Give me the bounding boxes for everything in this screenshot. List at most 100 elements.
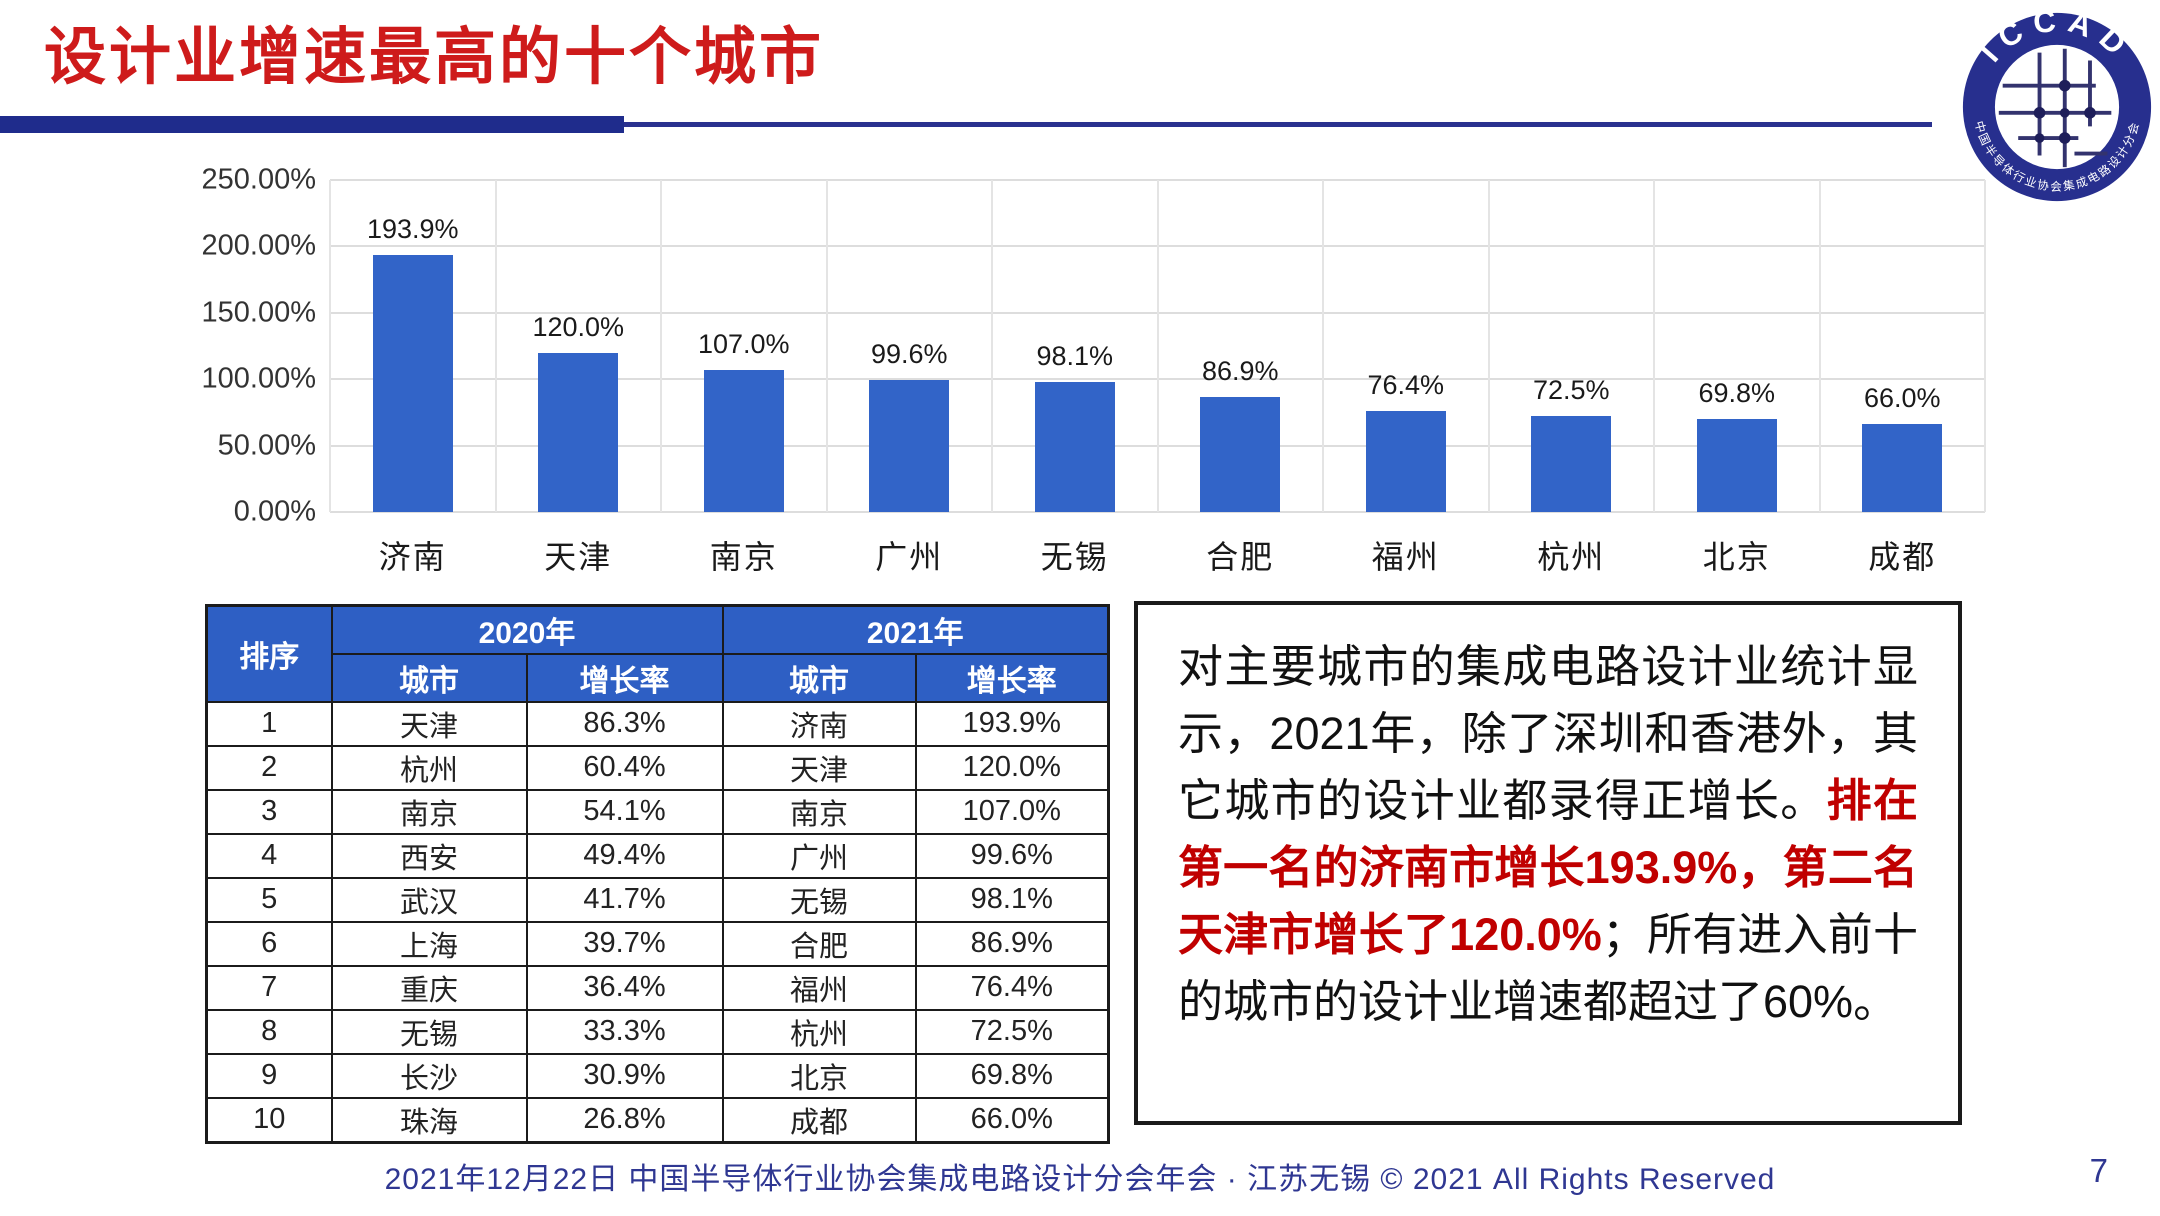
gridline <box>660 180 662 512</box>
table-row: 8 无锡 33.3% 杭州 72.5% <box>205 1008 1110 1055</box>
gridline <box>1653 180 1655 512</box>
table-cell: 5 <box>205 876 333 923</box>
page-title: 设计业增速最高的十个城市 <box>44 23 825 92</box>
table-cell: 76.4% <box>914 964 1110 1011</box>
iccad-logo: ICCAD 中国半导体行业协会集成电路设计分会 <box>1960 2 2154 204</box>
table-cell: 济南 <box>721 700 917 747</box>
bar-value-label: 69.8% <box>1698 378 1776 409</box>
gridline <box>329 180 331 512</box>
bar-column: 76.4% <box>1323 180 1489 512</box>
table-cell: 60.4% <box>525 744 724 791</box>
table-cell: 长沙 <box>330 1052 528 1099</box>
gridline <box>1322 180 1324 512</box>
table-cell: 193.9% <box>914 700 1110 747</box>
table-cell: 福州 <box>721 964 917 1011</box>
table-cell: 6 <box>205 920 333 967</box>
table-cell: 120.0% <box>914 744 1110 791</box>
bar-column: 107.0% <box>661 180 827 512</box>
ranking-table: 排序 2020年 2021年 城市 增长率 城市 增长率 1 天津 86.3% 济南 1… <box>205 604 1110 1144</box>
table-cell: 重庆 <box>330 964 528 1011</box>
table-cell: 69.8% <box>914 1052 1110 1099</box>
table-cell: 西安 <box>330 832 528 879</box>
table-cell: 1 <box>205 700 333 747</box>
x-category-label: 福州 <box>1371 539 1440 575</box>
x-category-label: 济南 <box>378 539 447 575</box>
table-cell: 南京 <box>330 788 528 835</box>
bar-value-label: 99.6% <box>870 338 948 369</box>
bar-value-label: 66.0% <box>1863 383 1941 414</box>
y-tick-label: 0.00% <box>233 495 316 528</box>
y-tick-label: 150.00% <box>201 296 317 329</box>
x-category-label: 无锡 <box>1040 539 1109 575</box>
table-cell: 2 <box>205 744 333 791</box>
table-header-city-2021: 城市 <box>721 652 917 703</box>
bar <box>1365 410 1446 512</box>
commentary-text-1: 对主要城市的集成电路设计业统计显示，2021年，除了深圳和香港外，其它城市的设计… <box>1178 641 1918 826</box>
bar <box>1200 396 1281 512</box>
footer-text: 2021年12月22日 中国半导体行业协会集成电路设计分会年会 · 江苏无锡 ©… <box>384 1163 1776 1196</box>
table-row: 7 重庆 36.4% 福州 76.4% <box>205 964 1110 1011</box>
table-cell: 杭州 <box>330 744 528 791</box>
bar <box>869 379 950 512</box>
gridline <box>825 180 828 512</box>
y-tick-label: 200.00% <box>201 229 317 262</box>
bar-column: 86.9% <box>1158 180 1324 512</box>
bar-column: 99.6% <box>827 180 993 512</box>
bar <box>1531 415 1612 512</box>
table-cell: 珠海 <box>330 1096 528 1143</box>
table-cell: 86.9% <box>914 920 1110 967</box>
table-cell: 54.1% <box>525 788 724 835</box>
table-header-2021: 2021年 <box>721 604 1110 655</box>
x-category-label: 成都 <box>1868 539 1937 575</box>
commentary-text-2: ；所有进入前十的城市的设计业增速都超过了60%。 <box>1178 909 1918 1027</box>
table-header-rank: 排序 <box>205 604 333 703</box>
growth-bar-chart: 0.00% 50.00% 100.00% 150.00% 200.00% 250.00% … <box>188 164 1988 580</box>
table-header-rate-2020: 增长率 <box>525 652 724 703</box>
bar-value-label: 193.9% <box>366 213 459 244</box>
table-row: 9 长沙 30.9% 北京 69.8% <box>205 1052 1110 1099</box>
table-header-rate-2021: 增长率 <box>914 652 1110 703</box>
x-category-label: 合肥 <box>1206 539 1275 575</box>
bar-value-label: 120.0% <box>532 311 625 342</box>
table-cell: 8 <box>205 1008 333 1055</box>
bar-value-label: 86.9% <box>1201 355 1279 386</box>
table-cell: 天津 <box>721 744 917 791</box>
bar-column: 66.0% <box>1820 180 1986 512</box>
ranking-table-body: 1 天津 86.3% 济南 193.9% 2 杭州 60.4% 天津 120.0% 3 南京 54.1%… <box>205 700 1110 1143</box>
table-row: 6 上海 39.7% 合肥 86.9% <box>205 920 1110 967</box>
table-cell: 杭州 <box>721 1008 917 1055</box>
y-tick-label: 250.00% <box>201 163 317 196</box>
x-category-label: 杭州 <box>1537 539 1606 575</box>
table-header-2020: 2020年 <box>330 604 724 655</box>
table-cell: 南京 <box>721 788 917 835</box>
ranking-table-header: 排序 2020年 2021年 城市 增长率 城市 增长率 <box>205 604 1110 703</box>
table-row: 4 西安 49.4% 广州 99.6% <box>205 832 1110 879</box>
bar <box>703 369 784 512</box>
bar-value-label: 107.0% <box>697 328 790 359</box>
page-number: 7 <box>2089 1152 2108 1189</box>
table-cell: 39.7% <box>525 920 724 967</box>
table-cell: 30.9% <box>525 1052 724 1099</box>
title-underline-line <box>624 122 1932 127</box>
table-cell: 99.6% <box>914 832 1110 879</box>
chart-y-axis: 0.00% 50.00% 100.00% 150.00% 200.00% 250.00% <box>188 164 317 528</box>
table-cell: 66.0% <box>914 1096 1110 1143</box>
table-row: 1 天津 86.3% 济南 193.9% <box>205 700 1110 747</box>
table-cell: 33.3% <box>525 1008 724 1055</box>
bar-column: 193.9% <box>330 180 496 512</box>
table-cell: 41.7% <box>525 876 724 923</box>
gridline <box>1487 180 1490 512</box>
bar <box>1862 424 1943 512</box>
table-cell: 9 <box>205 1052 333 1099</box>
gridline <box>494 180 497 512</box>
table-cell: 36.4% <box>525 964 724 1011</box>
table-cell: 天津 <box>330 700 528 747</box>
bar <box>1696 419 1777 512</box>
gridline <box>330 511 1985 513</box>
x-category-label: 南京 <box>709 539 778 575</box>
chart-x-axis: 济南 天津 南京 广州 无锡 合肥 福州 杭州 北京 成都 <box>330 532 1985 578</box>
bar-chart-plot: 193.9% 120.0% 107.0% 99.6% 98.1% 86.9% 76.4% 72… <box>329 179 1986 513</box>
bar-column: 98.1% <box>992 180 1158 512</box>
table-cell: 4 <box>205 832 333 879</box>
